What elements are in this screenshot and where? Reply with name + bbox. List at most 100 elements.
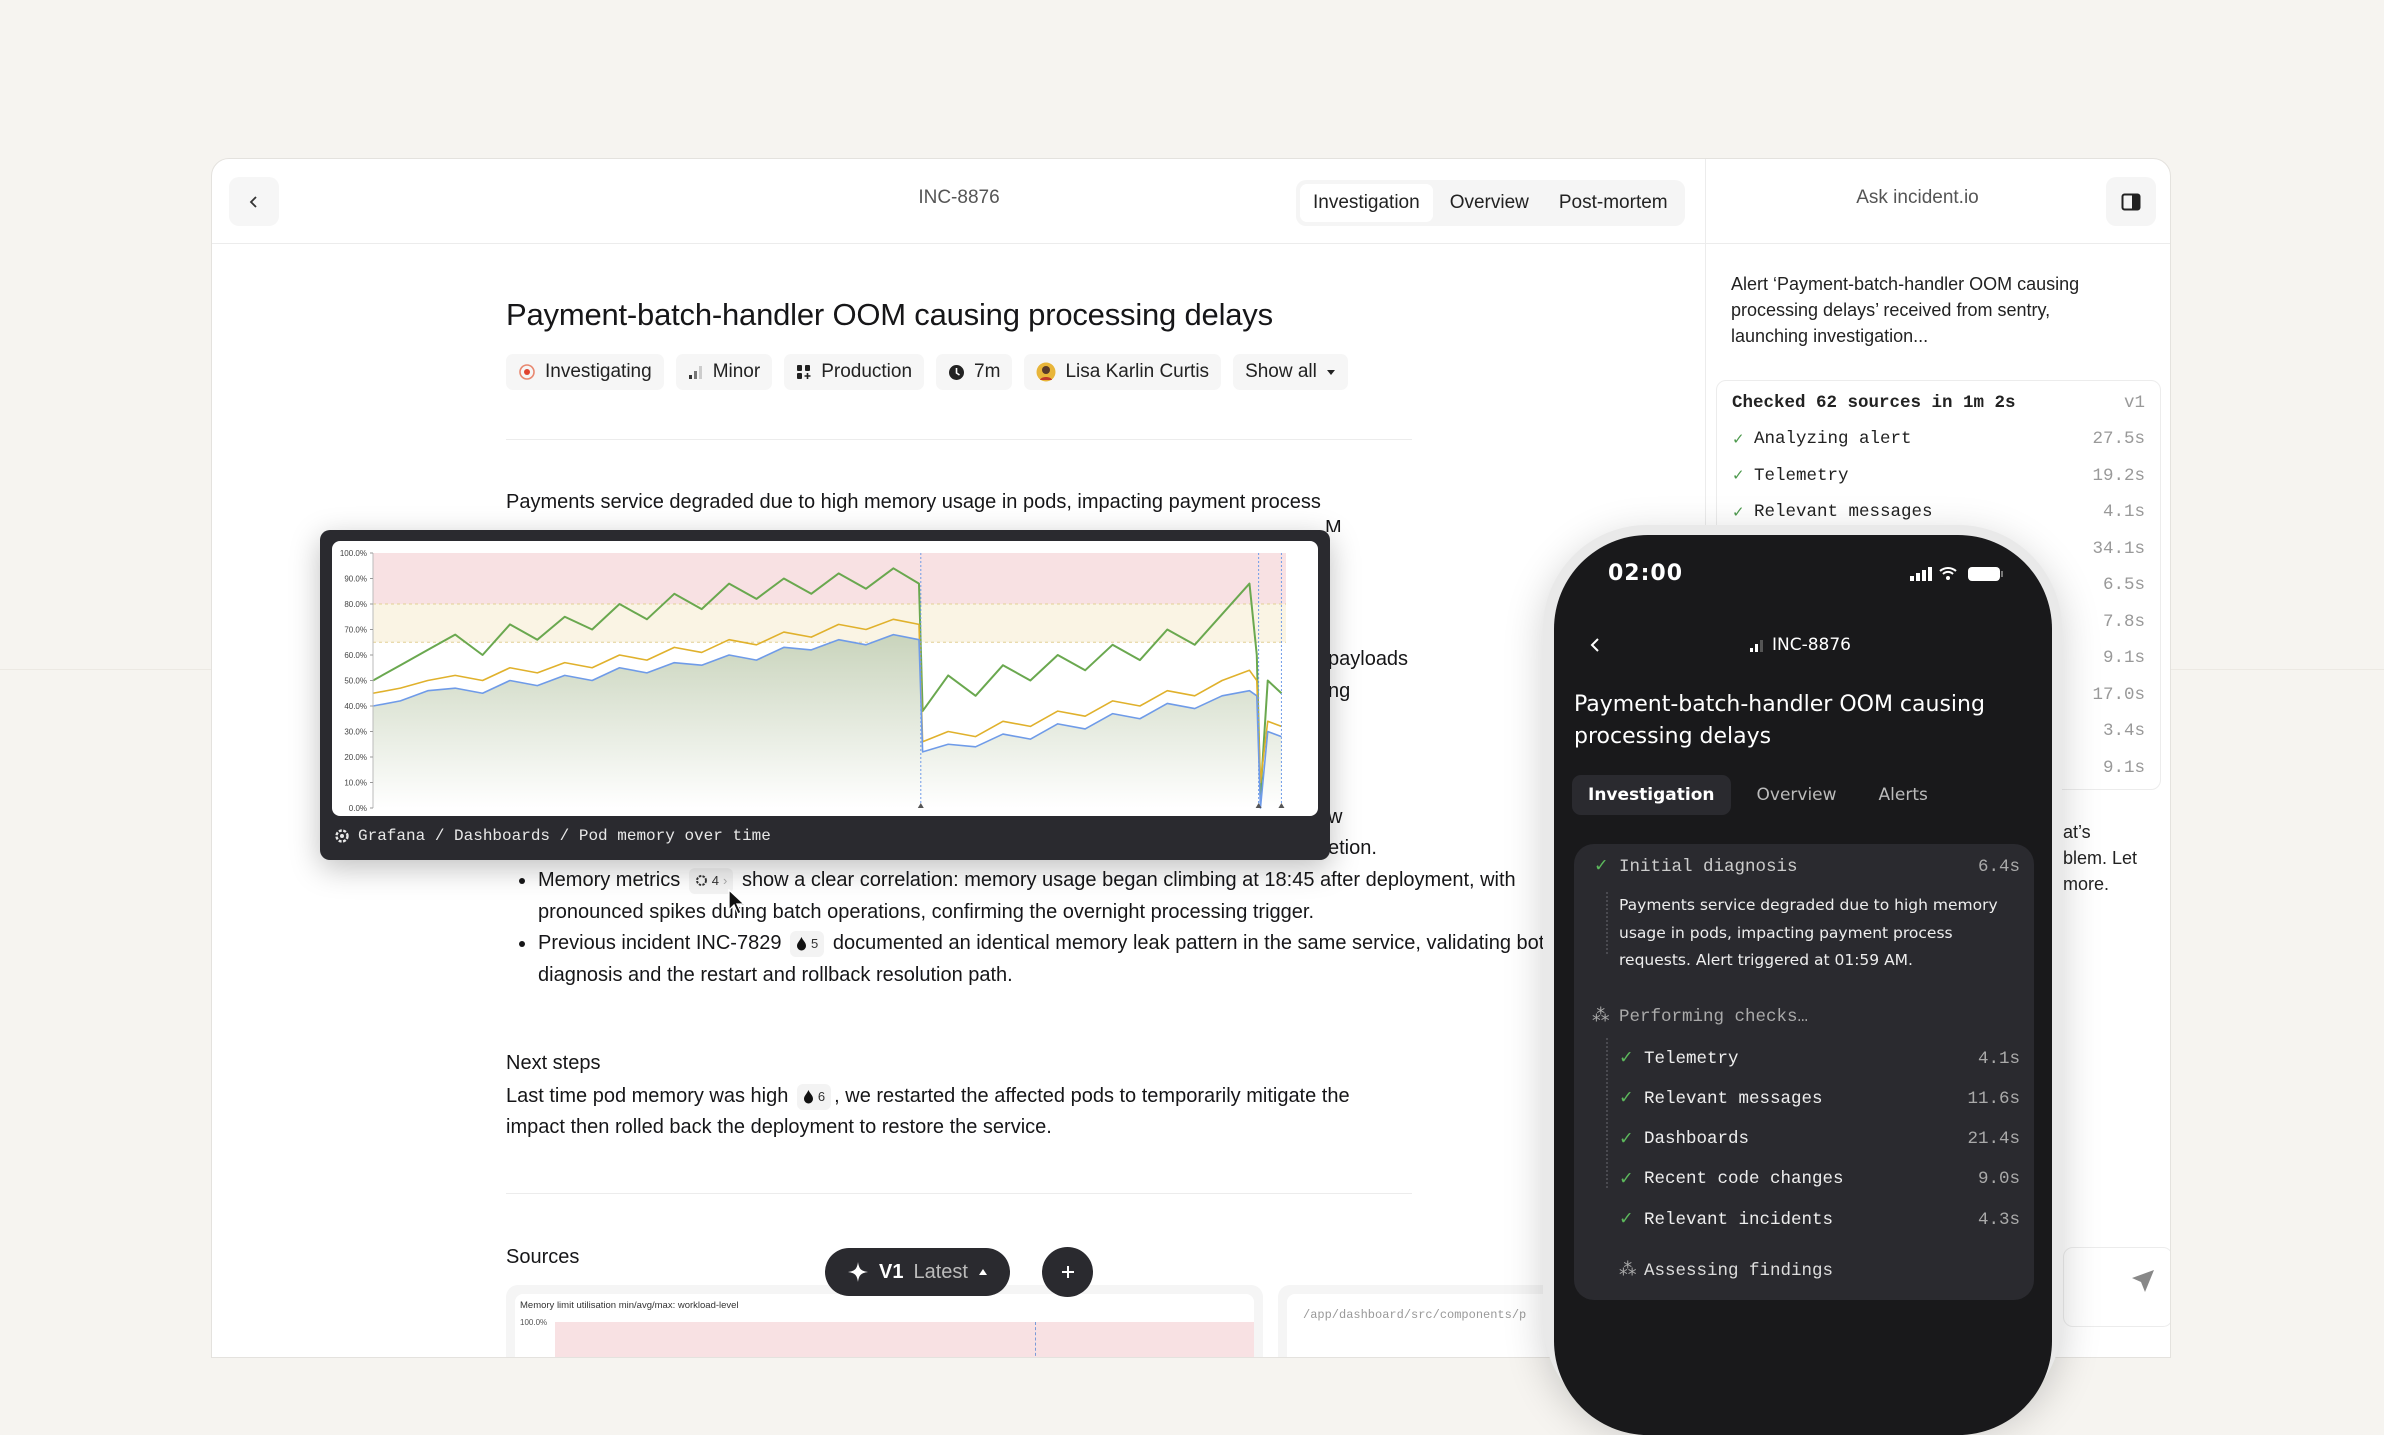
lead-pill[interactable]: Lisa Karlin Curtis	[1024, 354, 1222, 390]
chart-breadcrumb[interactable]: Grafana / Dashboards / Pod memory over t…	[334, 827, 771, 845]
check-icon: ✓	[1619, 1210, 1634, 1231]
check-time: 19.2s	[2092, 465, 2145, 486]
send-icon[interactable]	[2130, 1268, 2156, 1294]
list-item: Previous incident INC-7829 5 documented …	[506, 928, 1596, 991]
next-steps-before: Last time pod memory was high	[506, 1085, 789, 1107]
sources-heading: Sources	[506, 1246, 580, 1268]
toggle-panel-button[interactable]	[2106, 177, 2156, 226]
check-row: 3.4s	[1732, 721, 2145, 741]
next-steps-after: , we restarted the affected pods to temp…	[506, 1085, 1350, 1138]
check-time: 34.1s	[2092, 538, 2145, 559]
y-tick-label: 0.0%	[349, 804, 367, 813]
status-pill[interactable]: Investigating	[506, 354, 664, 390]
duration-pill[interactable]: 7m	[936, 354, 1013, 390]
grafana-chart-preview[interactable]: 0.0% 10.0% 20.0% 30.0% 40.0% 50.0% 60.0% 70.0% 8…	[320, 530, 1330, 860]
section-divider	[506, 1193, 1412, 1194]
citation-badge[interactable]: 6	[796, 1083, 832, 1110]
assistant-intro: Alert ‘Payment-batch-handler OOM causing…	[1731, 274, 2080, 346]
annotation-marker	[917, 803, 924, 808]
source-card-dashboard[interactable]: Memory limit utilisation min/avg/max: wo…	[506, 1285, 1263, 1357]
severity-label: Minor	[712, 361, 761, 382]
investigating-status-icon	[519, 364, 535, 380]
timeline-connector	[1606, 1038, 1608, 1188]
tab-investigation[interactable]: Investigation	[1300, 184, 1433, 222]
spinner-icon: ⁂	[1619, 1261, 1637, 1281]
check-label: Recent code changes	[1644, 1169, 1844, 1190]
assistant-header-divider	[1705, 243, 2170, 244]
check-icon: ✓	[1619, 1049, 1634, 1069]
annotation-line	[1035, 1322, 1036, 1357]
show-all-label: Show all	[1245, 361, 1317, 382]
incident-title: Payment-batch-handler OOM causing proces…	[506, 297, 1273, 332]
severity-bars-icon	[688, 366, 702, 379]
check-row: ✓ Relevant messages 4.1s	[1732, 502, 2145, 522]
check-icon: ✓	[1732, 504, 1745, 522]
check-label: Telemetry	[1754, 465, 1849, 486]
critical-band	[555, 1322, 1254, 1357]
grafana-icon	[695, 875, 707, 887]
check-time: 4.3s	[1977, 1209, 2020, 1230]
incident-id: INC-8876	[918, 187, 1000, 208]
check-label: Relevant messages	[1754, 502, 1933, 522]
phone-check-row: ✓ Telemetry 4.1s	[1619, 1048, 2020, 1070]
view-tabs: Investigation Overview Post-mortem	[1296, 180, 1685, 226]
phone-check-row: ✓ Relevant messages 11.6s	[1619, 1088, 2020, 1110]
severity-pill[interactable]: Minor	[675, 354, 773, 390]
phone-incident-id: INC-8876	[1749, 635, 1851, 655]
chevron-right-icon: ›	[723, 872, 728, 888]
check-row: 6.5s	[1732, 575, 2145, 595]
check-label: Dashboards	[1644, 1129, 1750, 1150]
checked-header: Checked 62 sources in 1m 2s v1	[1732, 393, 2145, 413]
citation-badge[interactable]: 5	[790, 930, 825, 957]
source-chart-title: Memory limit utilisation min/avg/max: wo…	[520, 1300, 739, 1311]
check-time: 4.1s	[2102, 502, 2145, 522]
phone-back-icon[interactable]	[1588, 636, 1602, 654]
back-button[interactable]	[229, 177, 279, 226]
incident-flame-icon	[803, 1089, 813, 1104]
check-label: Relevant messages	[1644, 1088, 1823, 1109]
avatar	[1036, 362, 1056, 382]
environment-pill[interactable]: Production	[784, 354, 925, 390]
critical-threshold-band	[373, 553, 1286, 604]
checked-sources-card: Checked 62 sources in 1m 2s v1 ✓ Analyzing…	[1716, 380, 2161, 790]
phone-tab-investigation[interactable]: Investigation	[1572, 775, 1731, 815]
chevron-left-icon	[249, 195, 257, 208]
phone-tab-alerts[interactable]: Alerts	[1878, 785, 1928, 805]
check-time: 11.6s	[1967, 1088, 2020, 1109]
assistant-input[interactable]	[2063, 1247, 2170, 1327]
text-fragment: payloads	[1328, 648, 1409, 670]
check-time: 9.1s	[2102, 648, 2145, 668]
y-tick-label: 60.0%	[344, 651, 367, 660]
y-tick-label: 90.0%	[344, 575, 367, 584]
spinner-icon: ⁂	[1592, 1007, 1610, 1027]
check-row: 7.8s	[1732, 612, 2145, 632]
initial-diagnosis-time: 6.4s	[1977, 856, 2020, 877]
phone-incident-label: INC-8876	[1772, 635, 1851, 655]
y-tick-label: 100.0%	[340, 549, 367, 558]
findings-list: Memory metrics 4 › show a clear correlati…	[506, 865, 1596, 991]
sparkle-icon	[848, 1262, 868, 1282]
citation-badge[interactable]: 4 ›	[688, 867, 734, 894]
performing-checks-row: ⁂ Performing checks…	[1592, 1006, 2020, 1028]
finding-text: documented an identical memory leak patt…	[538, 932, 1590, 986]
show-all-button[interactable]: Show all	[1233, 354, 1348, 390]
plus-icon	[1061, 1266, 1074, 1278]
phone-tab-overview[interactable]: Overview	[1756, 785, 1837, 805]
version-label: Latest	[913, 1260, 968, 1283]
check-row: 9.1s	[1732, 758, 2145, 778]
tab-post-mortem[interactable]: Post-mortem	[1558, 192, 1668, 213]
tab-overview[interactable]: Overview	[1449, 192, 1529, 213]
source-chart-thumb: Memory limit utilisation min/avg/max: wo…	[515, 1294, 1254, 1357]
initial-diagnosis-text: Payments service degraded due to high me…	[1619, 896, 1998, 969]
finding-text: show a clear correlation: memory usage b…	[538, 869, 1516, 923]
summary-fragment: M	[1325, 517, 1342, 532]
version-label: v1	[2123, 393, 2145, 413]
source-card-code[interactable]: /app/dashboard/src/components/p	[1278, 1285, 1578, 1357]
header-divider	[212, 243, 1705, 244]
add-button[interactable]	[1042, 1247, 1093, 1297]
check-icon: ✓	[1594, 857, 1609, 877]
environment-label: Production	[821, 361, 913, 382]
check-row: 9.1s	[1732, 648, 2145, 668]
check-time: 9.0s	[1977, 1169, 2020, 1190]
version-selector[interactable]: V1 Latest	[825, 1248, 1010, 1296]
